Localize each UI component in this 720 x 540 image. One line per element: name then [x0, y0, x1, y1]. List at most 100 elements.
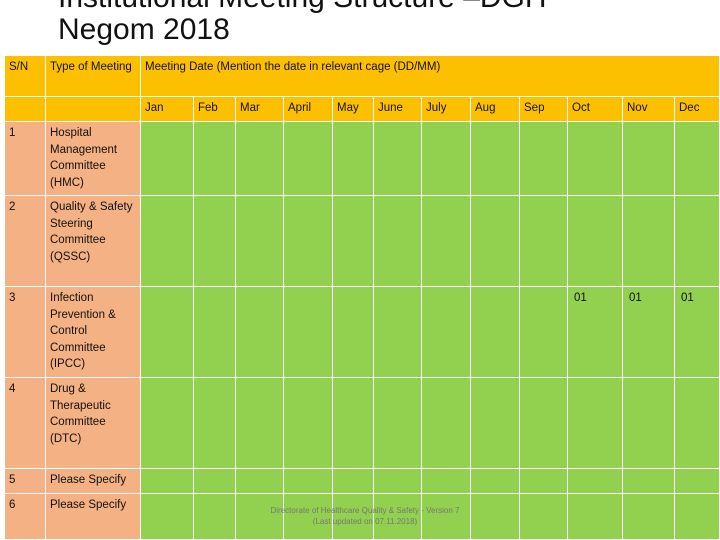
header-date: Meeting Date (Mention the date in releva… [140, 55, 720, 97]
row-sn: 5 [4, 468, 46, 494]
date-cell[interactable] [622, 468, 675, 494]
month-apr: April [283, 96, 333, 122]
date-cell[interactable] [283, 121, 333, 196]
row-sn: 1 [4, 121, 46, 196]
date-cell[interactable] [674, 121, 720, 196]
date-cell[interactable] [332, 286, 374, 378]
date-cell[interactable] [519, 286, 568, 378]
date-cell[interactable] [421, 377, 471, 469]
date-cell[interactable] [193, 121, 236, 196]
date-cell[interactable] [283, 468, 333, 494]
date-cell[interactable] [373, 468, 422, 494]
date-cell[interactable] [140, 286, 194, 378]
date-cell[interactable] [470, 468, 520, 494]
month-jan: Jan [140, 96, 194, 122]
row-type: Hospital Management Committee (HMC) [45, 121, 141, 196]
date-cell[interactable] [519, 121, 568, 196]
date-cell[interactable] [235, 377, 284, 469]
date-cell[interactable] [674, 468, 720, 494]
date-cell[interactable] [519, 468, 568, 494]
table-row: 5 Please Specify [4, 468, 720, 494]
date-cell-dec[interactable]: 01 [674, 286, 720, 378]
date-cell[interactable] [519, 195, 568, 287]
date-cell[interactable] [283, 286, 333, 378]
date-cell[interactable] [332, 377, 374, 469]
date-cell[interactable] [140, 195, 194, 287]
date-cell[interactable] [622, 195, 675, 287]
date-cell[interactable] [567, 195, 623, 287]
date-cell[interactable] [283, 493, 333, 540]
page-title-line1: Institutional Meeting Structure –DGH [58, 0, 718, 14]
date-cell[interactable] [674, 493, 720, 540]
header-blank [4, 96, 46, 122]
header-blank [45, 96, 141, 122]
row-type: Please Specify [45, 493, 141, 540]
date-cell[interactable] [421, 195, 471, 287]
date-cell[interactable] [283, 377, 333, 469]
date-cell[interactable] [332, 195, 374, 287]
date-cell[interactable] [421, 121, 471, 196]
date-cell[interactable] [567, 121, 623, 196]
date-cell[interactable] [193, 468, 236, 494]
row-sn: 3 [4, 286, 46, 378]
date-cell[interactable] [193, 493, 236, 540]
page-title-line2: Negom 2018 [58, 13, 230, 46]
date-cell[interactable] [373, 286, 422, 378]
date-cell[interactable] [235, 286, 284, 378]
date-cell-nov[interactable]: 01 [622, 286, 675, 378]
date-cell[interactable] [470, 286, 520, 378]
date-cell[interactable] [193, 286, 236, 378]
header-row: S/N Type of Meeting Meeting Date (Mentio… [4, 55, 720, 97]
date-cell[interactable] [332, 121, 374, 196]
table-row: 2 Quality & Safety Steering Committee (Q… [4, 195, 720, 287]
table-row: 1 Hospital Management Committee (HMC) [4, 121, 720, 196]
footer-line1: Directorate of Healthcare Quality & Safe… [270, 506, 460, 515]
date-cell[interactable] [470, 121, 520, 196]
date-cell[interactable] [235, 195, 284, 287]
date-cell[interactable] [373, 377, 422, 469]
date-cell[interactable] [674, 377, 720, 469]
date-cell[interactable] [470, 493, 520, 540]
header-type: Type of Meeting [45, 55, 141, 97]
date-cell[interactable] [140, 493, 194, 540]
date-cell[interactable] [622, 121, 675, 196]
table-row: 4 Drug & Therapeutic Committee (DTC) [4, 377, 720, 469]
date-cell[interactable] [235, 468, 284, 494]
date-cell[interactable] [421, 286, 471, 378]
date-cell[interactable] [470, 377, 520, 469]
date-cell[interactable] [140, 377, 194, 469]
month-sep: Sep [519, 96, 568, 122]
date-cell[interactable] [373, 195, 422, 287]
date-cell[interactable] [567, 377, 623, 469]
date-cell[interactable] [470, 195, 520, 287]
date-cell[interactable] [332, 468, 374, 494]
month-feb: Feb [193, 96, 236, 122]
date-cell[interactable] [193, 377, 236, 469]
month-dec: Dec [674, 96, 720, 122]
date-cell-oct[interactable]: 01 [567, 286, 623, 378]
date-cell[interactable] [140, 468, 194, 494]
date-cell[interactable] [235, 493, 284, 540]
month-row: Jan Feb Mar April May June July Aug Sep … [4, 96, 720, 122]
footer-note: Directorate of Healthcare Quality & Safe… [250, 505, 480, 527]
date-cell[interactable] [674, 195, 720, 287]
date-cell[interactable] [283, 195, 333, 287]
date-cell[interactable] [235, 121, 284, 196]
date-cell[interactable] [421, 468, 471, 494]
month-jul: July [421, 96, 471, 122]
month-oct: Oct [567, 96, 623, 122]
date-cell[interactable] [519, 377, 568, 469]
date-cell[interactable] [622, 377, 675, 469]
row-type: Drug & Therapeutic Committee (DTC) [45, 377, 141, 469]
row-sn: 2 [4, 195, 46, 287]
date-cell[interactable] [373, 493, 422, 540]
date-cell[interactable] [373, 121, 422, 196]
date-cell[interactable] [140, 121, 194, 196]
date-cell[interactable] [567, 493, 623, 540]
date-cell[interactable] [193, 195, 236, 287]
row-type: Quality & Safety Steering Committee (QSS… [45, 195, 141, 287]
date-cell[interactable] [622, 493, 675, 540]
date-cell[interactable] [519, 493, 568, 540]
meeting-table: S/N Type of Meeting Meeting Date (Mentio… [4, 55, 720, 540]
date-cell[interactable] [567, 468, 623, 494]
